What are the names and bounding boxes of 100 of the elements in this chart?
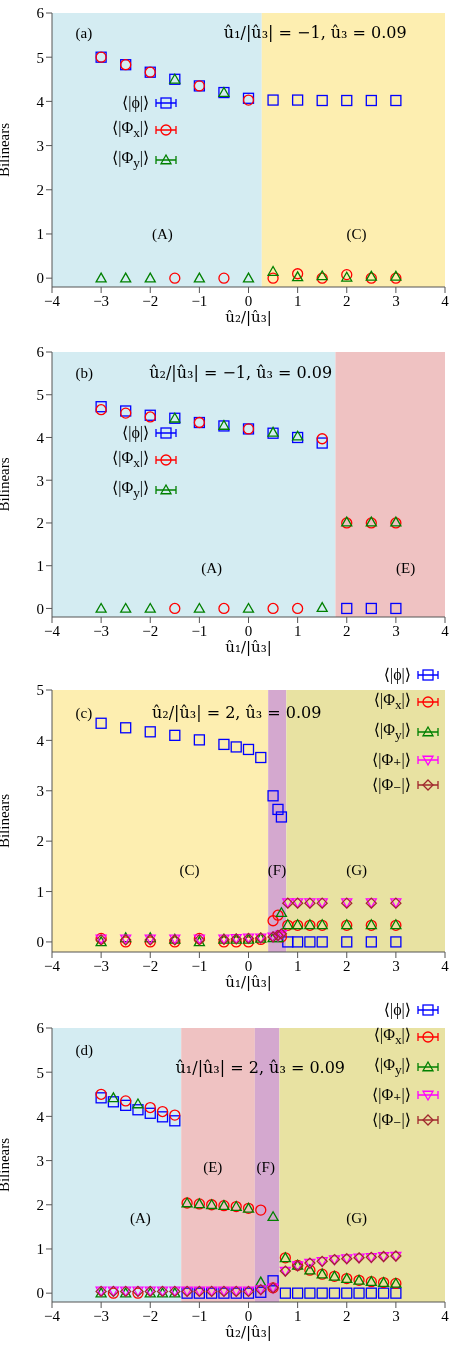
x-tick-label: 4 bbox=[441, 292, 449, 309]
point bbox=[230, 741, 242, 753]
annotation: (c) bbox=[75, 703, 93, 723]
point bbox=[272, 803, 284, 816]
y-tick-label: 0 bbox=[36, 1285, 44, 1302]
point bbox=[120, 1095, 132, 1107]
point bbox=[316, 1287, 328, 1299]
x-tick-label: 3 bbox=[392, 957, 400, 974]
annotation: (d) bbox=[75, 1040, 94, 1060]
x-axis-title: û₂/|û₃| bbox=[224, 1322, 273, 1342]
x-tick-label: 3 bbox=[392, 292, 400, 309]
legend-label: ⟨|ϕ|⟩ bbox=[383, 1000, 411, 1020]
point bbox=[267, 1275, 279, 1287]
y-tick-label: 5 bbox=[36, 387, 44, 404]
legend-label: ⟨|ϕ|⟩ bbox=[383, 665, 411, 685]
y-tick-label: 3 bbox=[36, 472, 44, 489]
legend-label: ⟨|Φ₋|⟩ bbox=[371, 775, 411, 796]
point bbox=[316, 433, 328, 445]
point bbox=[267, 602, 279, 615]
point bbox=[107, 1092, 120, 1103]
annotation: (b) bbox=[75, 364, 94, 384]
point bbox=[107, 1096, 120, 1108]
point bbox=[365, 936, 377, 948]
point bbox=[291, 936, 304, 948]
x-tick-label: 4 bbox=[441, 622, 449, 639]
point bbox=[267, 1211, 279, 1222]
x-tick-label: 2 bbox=[343, 1307, 351, 1324]
point bbox=[132, 1098, 144, 1109]
point bbox=[156, 1111, 169, 1123]
y-tick-label: 2 bbox=[36, 833, 44, 850]
point bbox=[169, 272, 181, 284]
point bbox=[390, 94, 402, 107]
point bbox=[279, 1287, 291, 1299]
point bbox=[193, 602, 206, 613]
y-tick-label: 4 bbox=[36, 429, 45, 446]
y-tick-label: 2 bbox=[36, 515, 44, 532]
point bbox=[267, 265, 279, 276]
annotation: (A) bbox=[201, 558, 222, 578]
legend-label: ⟨|Φ$_{y}$|⟩ bbox=[373, 1055, 411, 1080]
point bbox=[169, 1115, 181, 1127]
legend-label: ⟨|Φ₋|⟩ bbox=[371, 1110, 411, 1131]
point bbox=[275, 811, 288, 823]
point bbox=[218, 272, 230, 284]
point bbox=[267, 915, 279, 927]
point bbox=[267, 272, 279, 284]
legend-label: ⟨|Φ$_{x}$|⟩ bbox=[373, 690, 411, 715]
annotation: (C) bbox=[179, 861, 200, 881]
x-tick-label: −4 bbox=[44, 292, 61, 309]
point bbox=[275, 907, 288, 918]
y-tick-label: 3 bbox=[36, 1152, 44, 1169]
x-tick-label: −1 bbox=[191, 292, 208, 309]
y-tick-label: 1 bbox=[36, 1241, 44, 1258]
point bbox=[120, 1099, 132, 1111]
point bbox=[95, 1092, 107, 1104]
point bbox=[291, 1287, 304, 1299]
y-tick-label: 6 bbox=[36, 5, 45, 22]
annotation: û₂/|û₃| = 2, û₃ = 0.09 bbox=[151, 701, 322, 724]
x-tick-label: −2 bbox=[142, 622, 159, 639]
point bbox=[169, 1109, 181, 1121]
x-tick-label: −1 bbox=[191, 1307, 208, 1324]
point bbox=[304, 1287, 316, 1299]
y-tick-label: 3 bbox=[36, 783, 44, 800]
point bbox=[267, 94, 279, 106]
point bbox=[353, 1287, 365, 1299]
legend-label: ⟨|Φ$_{x}$|⟩ bbox=[112, 448, 150, 473]
point bbox=[341, 602, 353, 615]
x-tick-label: 4 bbox=[441, 957, 449, 974]
y-tick-label: 0 bbox=[36, 934, 44, 951]
legend-label: ⟨|Φ$_{y}$|⟩ bbox=[112, 148, 150, 173]
legend-label: ⟨|Φ$_{y}$|⟩ bbox=[112, 478, 150, 503]
x-tick-label: 0 bbox=[244, 292, 253, 309]
annotation: (F) bbox=[256, 1158, 275, 1178]
y-tick-label: 3 bbox=[36, 137, 44, 154]
annotation: (F) bbox=[267, 861, 287, 881]
x-tick-label: −2 bbox=[142, 957, 159, 974]
point bbox=[120, 722, 132, 734]
y-tick-label: 5 bbox=[36, 49, 44, 66]
point bbox=[304, 936, 316, 948]
x-tick-label: −4 bbox=[44, 622, 61, 639]
point bbox=[390, 602, 402, 615]
x-tick-label: −4 bbox=[44, 957, 61, 974]
x-axis-title: û₂/|û₃| bbox=[224, 307, 273, 327]
point bbox=[365, 1287, 377, 1299]
annotation: (G) bbox=[346, 861, 367, 881]
x-tick-label: 1 bbox=[293, 1307, 302, 1324]
x-tick-label: 3 bbox=[392, 1307, 400, 1324]
annotation: û₁/|û₃| = 2, û₃ = 0.09 bbox=[175, 1056, 346, 1079]
point bbox=[120, 272, 132, 283]
y-tick-label: 1 bbox=[36, 226, 44, 243]
point bbox=[377, 1287, 390, 1299]
point bbox=[365, 94, 377, 107]
x-tick-label: −4 bbox=[44, 1307, 61, 1324]
point bbox=[169, 602, 181, 615]
y-tick-label: 6 bbox=[36, 344, 45, 361]
x-tick-label: −1 bbox=[191, 622, 208, 639]
point bbox=[282, 936, 294, 948]
annotation: (a) bbox=[75, 24, 93, 43]
x-tick-label: 1 bbox=[293, 957, 302, 974]
annotation: û₁/|û₃| = −1, û₃ = 0.09 bbox=[223, 22, 407, 44]
y-tick-label: 2 bbox=[36, 1197, 44, 1214]
